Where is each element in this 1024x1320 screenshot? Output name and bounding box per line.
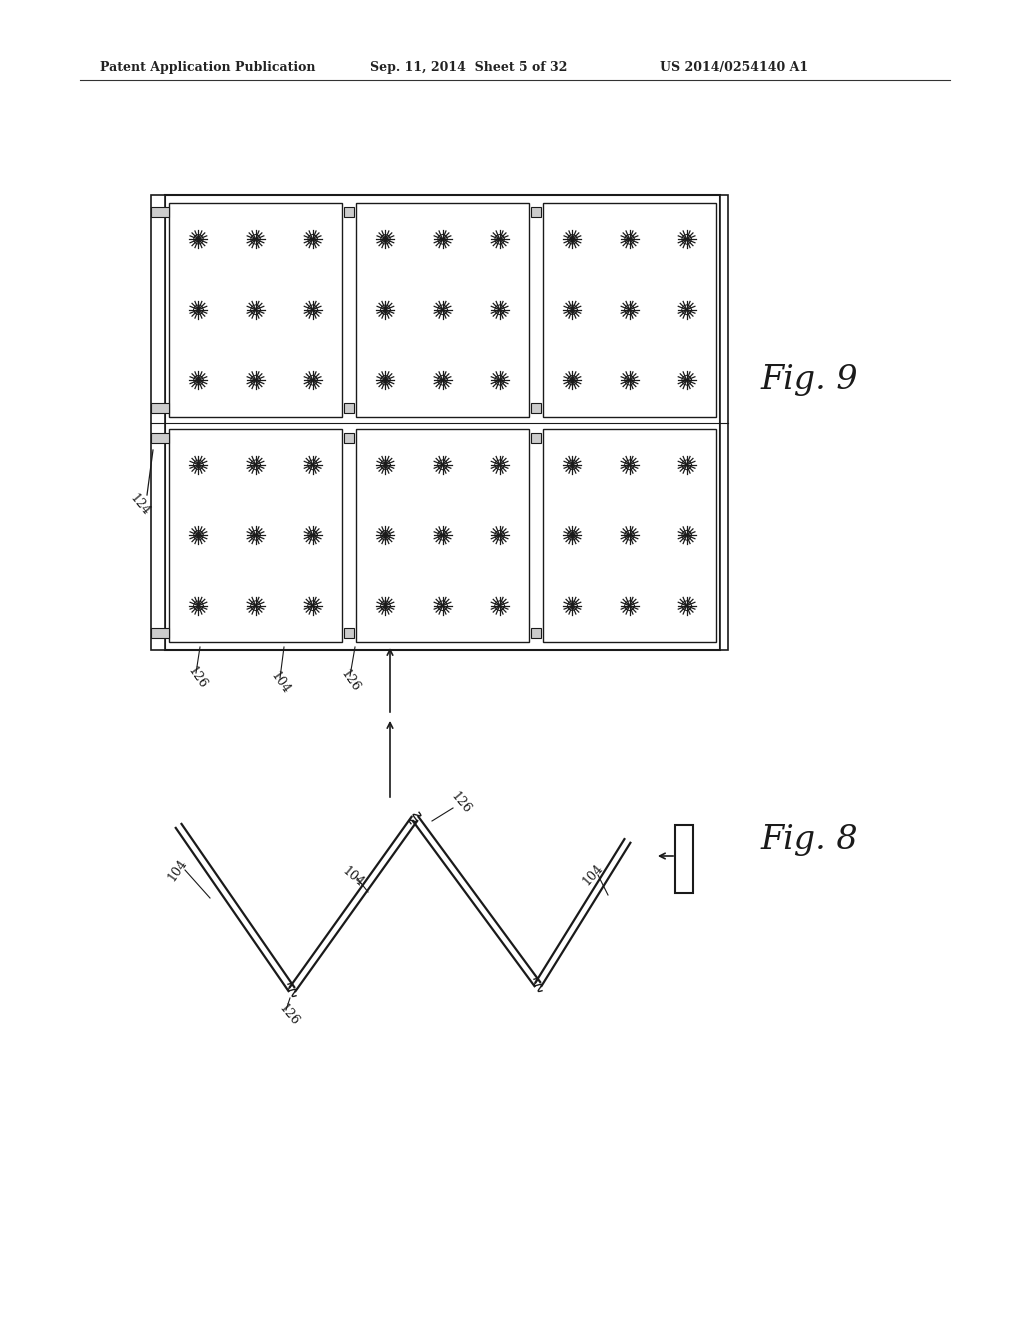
Bar — [356, 429, 529, 642]
Text: 124: 124 — [127, 491, 153, 519]
Text: 126: 126 — [449, 789, 473, 816]
Bar — [531, 403, 541, 412]
Text: Sep. 11, 2014  Sheet 5 of 32: Sep. 11, 2014 Sheet 5 of 32 — [370, 62, 567, 74]
Bar — [675, 825, 693, 894]
Bar — [169, 203, 342, 417]
Bar — [165, 195, 720, 649]
Bar — [344, 403, 354, 412]
Bar — [543, 429, 716, 642]
Text: 126: 126 — [185, 664, 209, 692]
Text: Patent Application Publication: Patent Application Publication — [100, 62, 315, 74]
Bar — [151, 433, 169, 442]
Text: 104: 104 — [165, 857, 189, 883]
Text: 104: 104 — [340, 865, 367, 890]
Text: Fig. 9: Fig. 9 — [760, 364, 858, 396]
Bar — [720, 195, 728, 649]
Bar — [531, 628, 541, 638]
Bar — [531, 207, 541, 216]
Bar — [151, 207, 169, 216]
Text: Fig. 8: Fig. 8 — [760, 824, 858, 855]
Bar — [151, 628, 169, 638]
Bar — [151, 403, 169, 412]
Bar — [356, 203, 529, 417]
Text: US 2014/0254140 A1: US 2014/0254140 A1 — [660, 62, 808, 74]
Bar — [531, 433, 541, 442]
Bar — [543, 203, 716, 417]
Text: 104: 104 — [580, 862, 606, 888]
Bar — [344, 433, 354, 442]
Text: 126: 126 — [338, 668, 362, 694]
Text: 126: 126 — [276, 1002, 301, 1028]
Bar — [169, 429, 342, 642]
Text: 104: 104 — [268, 669, 293, 697]
Bar — [151, 195, 165, 649]
Bar — [344, 628, 354, 638]
Bar — [344, 207, 354, 216]
